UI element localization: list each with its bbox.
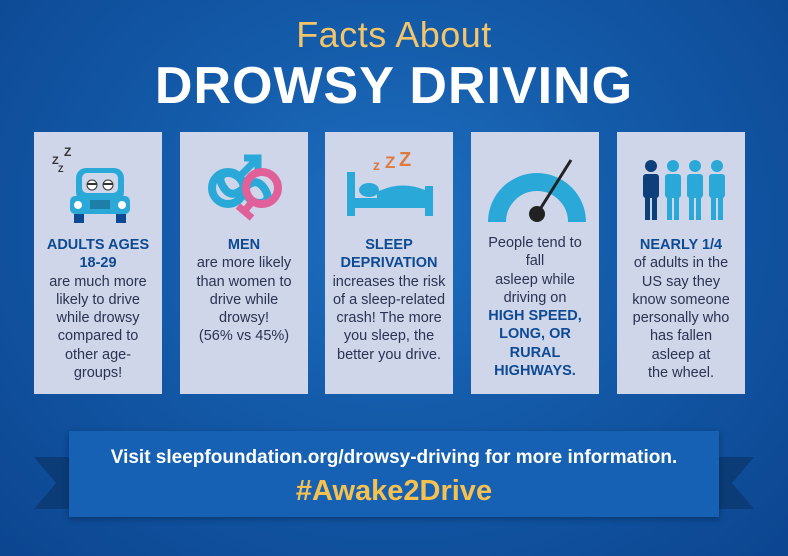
card-text: compared to xyxy=(57,328,139,345)
card-text: asleep at xyxy=(651,346,711,363)
card-heading: LONG, OR RURAL xyxy=(499,326,571,361)
svg-text:Z: Z xyxy=(58,164,64,174)
card-text: (56% vs 45%) xyxy=(198,328,290,345)
card-text: likely to drive xyxy=(56,291,140,308)
info-banner: Visit sleepfoundation.org/drowsy-driving… xyxy=(69,431,719,517)
card-text: asleep while xyxy=(495,271,575,288)
fact-card-know-someone: NEARLY 1/4 of adults in the US say they … xyxy=(617,132,745,394)
card-text: has fallen xyxy=(649,328,713,345)
card-text: People tend to fall xyxy=(488,235,582,270)
svg-text:Z: Z xyxy=(399,149,411,171)
card-text: US say they xyxy=(641,273,721,290)
hashtag: #Awake2Drive xyxy=(295,475,493,507)
card-text: are much more xyxy=(49,273,147,290)
card-text: than women to xyxy=(196,273,292,290)
card-heading: DEPRIVATION xyxy=(340,255,438,272)
card-heading: HIGH SPEED, xyxy=(488,308,582,325)
card-text: know someone xyxy=(632,291,730,308)
visit-website-text: Visit sleepfoundation.org/drowsy-driving… xyxy=(110,447,678,468)
card-text: personally who xyxy=(632,310,730,327)
card-text: better you drive. xyxy=(337,346,441,363)
card-text: you sleep, the xyxy=(343,328,435,345)
card-text: crash! The more xyxy=(336,310,442,327)
fact-card-highways: People tend to fall asleep while driving… xyxy=(471,132,599,394)
card-text: while drowsy xyxy=(56,310,140,327)
card-text: of a sleep-related xyxy=(332,291,446,308)
page-title: DROWSY DRIVING xyxy=(154,57,634,115)
svg-text:Z: Z xyxy=(64,145,71,159)
card-heading: NEARLY 1/4 xyxy=(639,237,723,253)
card-text: the wheel. xyxy=(647,365,715,382)
svg-text:Z: Z xyxy=(385,153,395,172)
card-heading: HIGHWAYS. xyxy=(494,363,576,380)
fact-card-young-adults: Z Z Z ADULTS AGES 18-29 are much more li… xyxy=(34,132,162,394)
card-heading: MEN xyxy=(227,237,261,253)
sleeping-bed-icon: z Z Z xyxy=(347,149,433,216)
card-text: groups! xyxy=(73,365,123,382)
card-heading: 18-29 xyxy=(79,255,117,272)
card-text: increases the risk xyxy=(332,273,446,290)
page-subtitle: Facts About xyxy=(296,14,492,55)
speedometer-icon xyxy=(488,159,586,223)
svg-text:z: z xyxy=(373,157,380,173)
sleepy-car-icon: Z Z Z xyxy=(52,145,130,223)
card-text: drowsy! xyxy=(219,310,269,327)
card-text: driving on xyxy=(503,289,567,306)
gender-symbols-icon xyxy=(208,154,282,221)
card-text: of adults in the xyxy=(633,255,729,272)
people-group-icon xyxy=(643,160,725,220)
card-text: are more likely xyxy=(196,255,292,272)
card-heading: ADULTS AGES xyxy=(46,237,150,253)
card-text: other age- xyxy=(64,346,132,363)
card-heading: SLEEP xyxy=(365,237,413,253)
fact-card-men: MEN are more likely than women to drive … xyxy=(180,132,308,394)
svg-text:Z: Z xyxy=(52,155,59,167)
card-text: drive while xyxy=(209,291,279,308)
fact-card-sleep-deprivation: z Z Z SLEEP DEPRIVATION increases the ri… xyxy=(325,132,453,394)
